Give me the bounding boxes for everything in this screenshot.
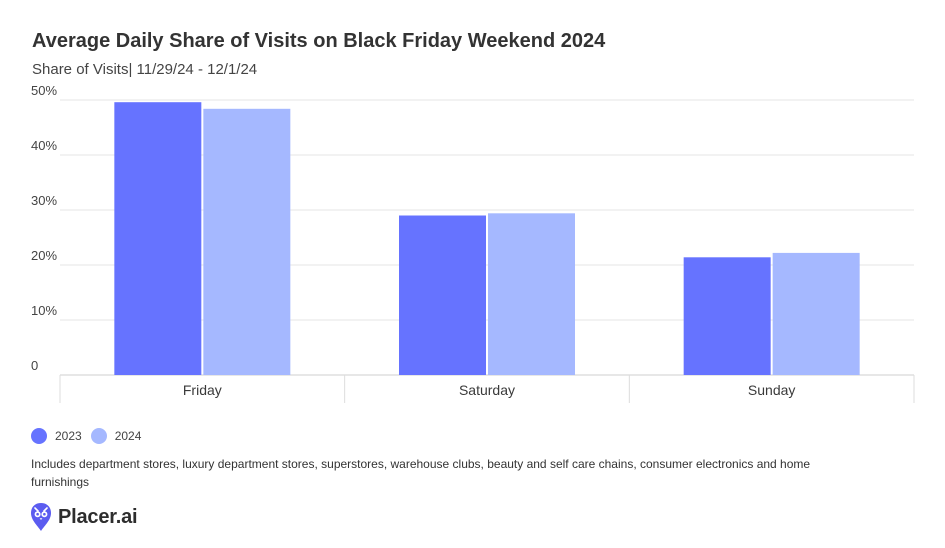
x-tick-label: Saturday xyxy=(459,382,515,398)
legend-label-2024: 2024 xyxy=(114,429,142,443)
legend-item-2023[interactable]: 2023 xyxy=(31,428,82,444)
bar-chart: 0 10% 20% 30% 40% 50% Friday Saturday Sunday xyxy=(31,83,915,403)
brand-logo: Placer.ai xyxy=(30,502,138,532)
footnote: Includes department stores, luxury depar… xyxy=(31,457,811,489)
legend-swatch-2024 xyxy=(90,428,107,444)
legend-label-2023: 2023 xyxy=(55,429,82,443)
y-tick-label: 0 xyxy=(31,358,38,373)
x-tick-label: Friday xyxy=(183,382,222,398)
chart-subtitle: Share of Visits| 11/29/24 - 12/1/24 xyxy=(32,61,258,78)
legend: 2023 2024 xyxy=(31,428,150,444)
chart-title: Average Daily Share of Visits on Black F… xyxy=(32,30,606,52)
legend-item-2024[interactable]: 2024 xyxy=(90,428,142,444)
bar-sunday-2024 xyxy=(772,252,860,375)
bar-saturday-2023 xyxy=(399,215,486,375)
owl-logo-icon xyxy=(31,503,51,531)
bar-friday-2024 xyxy=(203,108,291,376)
brand-name: Placer.ai xyxy=(58,505,138,528)
y-tick-label: 10% xyxy=(31,303,57,318)
x-tick-label: Sunday xyxy=(748,382,795,398)
bar-sunday-2023 xyxy=(683,257,771,375)
bar-saturday-2024 xyxy=(488,213,575,375)
y-tick-label: 50% xyxy=(31,83,57,98)
y-tick-label: 30% xyxy=(31,193,57,208)
y-tick-label: 20% xyxy=(31,248,57,263)
legend-swatch-2023 xyxy=(31,428,47,444)
bar-friday-2023 xyxy=(114,102,202,375)
y-tick-label: 40% xyxy=(31,138,57,153)
